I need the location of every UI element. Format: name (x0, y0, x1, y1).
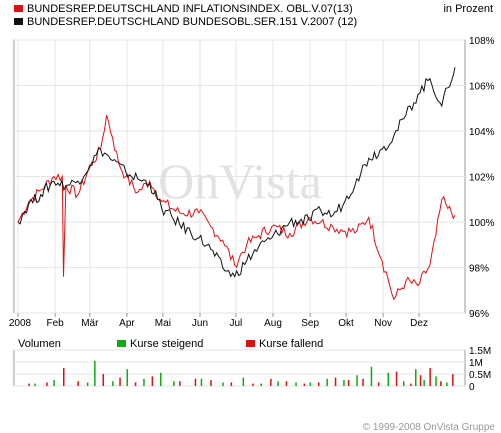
volume-bar-up (94, 360, 96, 386)
legend-down: Kurse fallend (246, 338, 323, 350)
volume-bar-down (77, 381, 79, 386)
volume-bar-up (112, 381, 114, 386)
volume-bar-down (362, 378, 364, 386)
volume-bar-down (303, 383, 306, 386)
volume-bar-up (415, 369, 417, 386)
price-y-tick-label: 104% (469, 127, 495, 138)
volume-y-tick-label: 1M (469, 358, 483, 369)
volume-bar-up (387, 372, 389, 386)
price-x-tick-label: Nov (374, 318, 392, 329)
volume-bar-down (194, 378, 197, 386)
up-label: Kurse steigend (130, 338, 204, 350)
volume-bar-up (260, 383, 262, 386)
down-swatch (246, 340, 255, 347)
volume-bar-up (370, 366, 373, 386)
legend-series1: BUNDESREP.DEUTSCHLAND INFLATIONSINDEX. O… (14, 3, 353, 15)
volume-bar-down (318, 382, 320, 386)
price-y-tick-label: 96% (469, 309, 489, 320)
volume-bar-up (222, 382, 224, 386)
price-y-tick-label: 106% (469, 82, 495, 93)
volume-bar-up (200, 378, 203, 386)
series1-swatch (14, 5, 23, 12)
volume-bar-down (102, 374, 104, 386)
volume-bar-down (210, 380, 212, 386)
volume-bar-down (63, 368, 65, 386)
volume-bar-down (270, 378, 272, 386)
volume-bar-down (452, 374, 454, 386)
volume-bar-down (440, 381, 442, 386)
volume-plot-frame (13, 349, 466, 387)
price-x-tick-label: Jul (230, 318, 243, 329)
price-y-tick-label: 102% (469, 173, 495, 184)
price-y-tick-label: 108% (469, 36, 495, 47)
up-swatch (117, 340, 126, 347)
volume-bar-down (252, 383, 254, 386)
volume-bar-down (347, 380, 350, 386)
volume-bar-up (326, 378, 328, 386)
watermark: OnVista (158, 153, 322, 209)
volume-bar-up (277, 381, 279, 386)
volume-label: Volumen (18, 338, 61, 350)
volume-y-tick-label: 1.5M (469, 346, 491, 357)
volume-bar-up (356, 375, 358, 386)
unit-label: in Prozent (443, 3, 493, 15)
price-x-tick-label: Okt (338, 318, 354, 329)
volume-bar-down (134, 382, 137, 386)
volume-bar-up (242, 377, 245, 386)
price-y-tick-label: 98% (469, 264, 489, 275)
volume-bar-up (403, 381, 405, 386)
price-x-tick-label: 2008 (9, 318, 32, 329)
volume-bar-down (28, 383, 30, 386)
volume-bar-up (435, 376, 437, 386)
series2-label: BUNDESREP.DEUTSCHLAND BUNDESOBL.SER.151 … (27, 16, 358, 28)
series1-label: BUNDESREP.DEUTSCHLAND INFLATIONSINDEX. O… (27, 3, 353, 15)
price-x-tick-label: Feb (46, 318, 64, 329)
price-y-tick-label: 100% (469, 218, 495, 229)
volume-bar-down (46, 382, 48, 386)
volume-bar-up (423, 380, 425, 386)
volume-bar-up (34, 383, 36, 386)
price-x-tick-label: Sep (301, 318, 319, 329)
volume-bar-down (151, 376, 154, 386)
series2-line (17, 67, 456, 278)
price-x-tick-label: Mär (81, 318, 99, 329)
volume-y-tick-label: 0.5M (469, 370, 491, 381)
series2-swatch (14, 18, 23, 25)
volume-bar-down (377, 382, 380, 386)
volume-bar-up (295, 382, 297, 386)
volume-bar-down (429, 368, 431, 386)
volume-bar-down (285, 381, 288, 386)
volume-bar-down (179, 381, 181, 386)
volume-bar-down (119, 377, 121, 386)
volume-bar-up (309, 382, 312, 386)
volume-bar-up (173, 381, 175, 386)
price-x-tick-label: Jun (192, 318, 208, 329)
copyright: © 1999-2008 OnVista Gruppe (362, 422, 495, 433)
volume-y-tick-label: 0 (469, 382, 475, 393)
volume-bar-up (53, 380, 55, 386)
volume-bar-down (395, 371, 398, 386)
volume-bar-down (230, 382, 233, 386)
volume-bar-up (126, 369, 128, 386)
legend-up: Kurse steigend (117, 338, 203, 350)
price-x-tick-label: Dez (410, 318, 428, 329)
volume-bar-up (86, 382, 89, 386)
price-x-tick-label: Mai (155, 318, 171, 329)
volume-bar-down (410, 383, 412, 386)
down-label: Kurse fallend (259, 338, 324, 350)
volume-bar-down (334, 377, 337, 386)
volume-bar-up (160, 372, 162, 386)
legend-series2: BUNDESREP.DEUTSCHLAND BUNDESOBL.SER.151 … (14, 16, 357, 28)
volume-bar-down (419, 375, 422, 386)
volume-bar-up (143, 378, 145, 386)
volume-bar-up (446, 382, 448, 386)
volume-bar-up (343, 380, 345, 386)
price-x-tick-label: Apr (119, 318, 135, 329)
price-x-tick-label: Aug (264, 318, 282, 329)
